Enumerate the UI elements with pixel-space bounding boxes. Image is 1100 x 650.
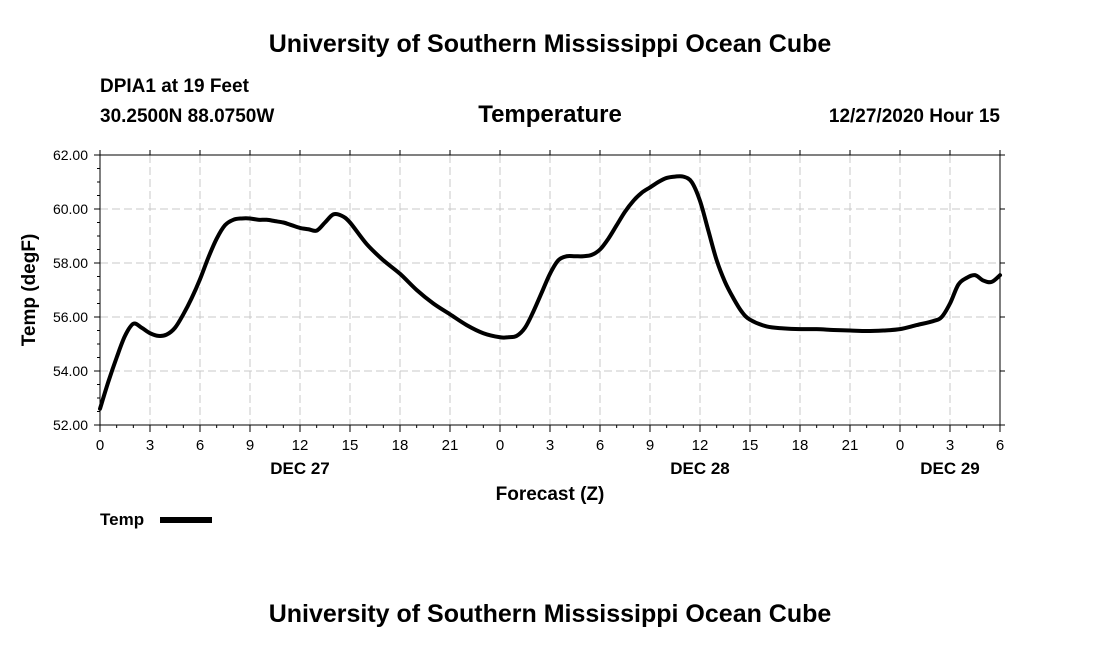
grid-lines (100, 155, 1000, 425)
legend-label: Temp (100, 510, 144, 529)
y-tick-label: 60.00 (53, 201, 88, 217)
temp-series-line (98, 174, 1002, 411)
x-tick-label: 21 (442, 437, 459, 454)
x-tick-label: 15 (342, 437, 359, 454)
y-tick-label: 62.00 (53, 147, 88, 163)
x-tick-label: 3 (546, 437, 554, 454)
top-title: University of Southern Mississippi Ocean… (268, 30, 832, 58)
y-tick-label: 56.00 (53, 309, 88, 325)
x-tick-label: 21 (842, 437, 859, 454)
date-label: DEC 29 (920, 459, 980, 478)
y-axis-title: Temp (degF) (19, 234, 40, 347)
chart-title: Temperature (478, 101, 622, 128)
y-tick-label: 54.00 (53, 363, 88, 379)
x-tick-labels: 0 3 6 9 12 15 18 21 0 3 6 9 12 15 18 21 0 3 6 (96, 437, 1004, 454)
x-tick-label: 12 (292, 437, 309, 454)
valid-time-label: 12/27/2020 Hour 15 (828, 106, 1000, 127)
x-tick-label: 6 (996, 437, 1004, 454)
x-tick-label: 12 (692, 437, 709, 454)
bottom-title: University of Southern Mississippi Ocean… (268, 600, 832, 628)
x-tick-label: 9 (246, 437, 254, 454)
x-tick-label: 15 (742, 437, 759, 454)
plot-frame (99, 154, 1001, 426)
x-tick-label: 18 (792, 437, 809, 454)
axis-ticks (94, 150, 1005, 432)
location-label: 30.2500N 88.0750W (100, 106, 275, 127)
date-label: DEC 27 (270, 459, 330, 478)
x-tick-label: 0 (896, 437, 904, 454)
x-tick-label: 9 (646, 437, 654, 454)
y-tick-label: 58.00 (53, 255, 88, 271)
station-label: DPIA1 at 19 Feet (100, 76, 249, 97)
date-labels: DEC 27 DEC 28 DEC 29 (270, 459, 980, 478)
x-tick-label: 6 (596, 437, 604, 454)
x-tick-label: 0 (496, 437, 504, 454)
temperature-chart: 0 3 6 9 12 15 18 21 0 3 6 9 12 15 18 21 0 3 6 52.00 54.00 56… (19, 147, 1005, 529)
y-tick-labels: 52.00 54.00 56.00 58.00 60.00 62.00 (53, 147, 88, 433)
x-tick-label: 18 (392, 437, 409, 454)
x-tick-label: 6 (196, 437, 204, 454)
x-tick-label: 3 (146, 437, 154, 454)
x-axis-title: Forecast (Z) (496, 484, 605, 505)
x-tick-label: 0 (96, 437, 104, 454)
x-tick-label: 3 (946, 437, 954, 454)
date-label: DEC 28 (670, 459, 730, 478)
y-tick-label: 52.00 (53, 417, 88, 433)
